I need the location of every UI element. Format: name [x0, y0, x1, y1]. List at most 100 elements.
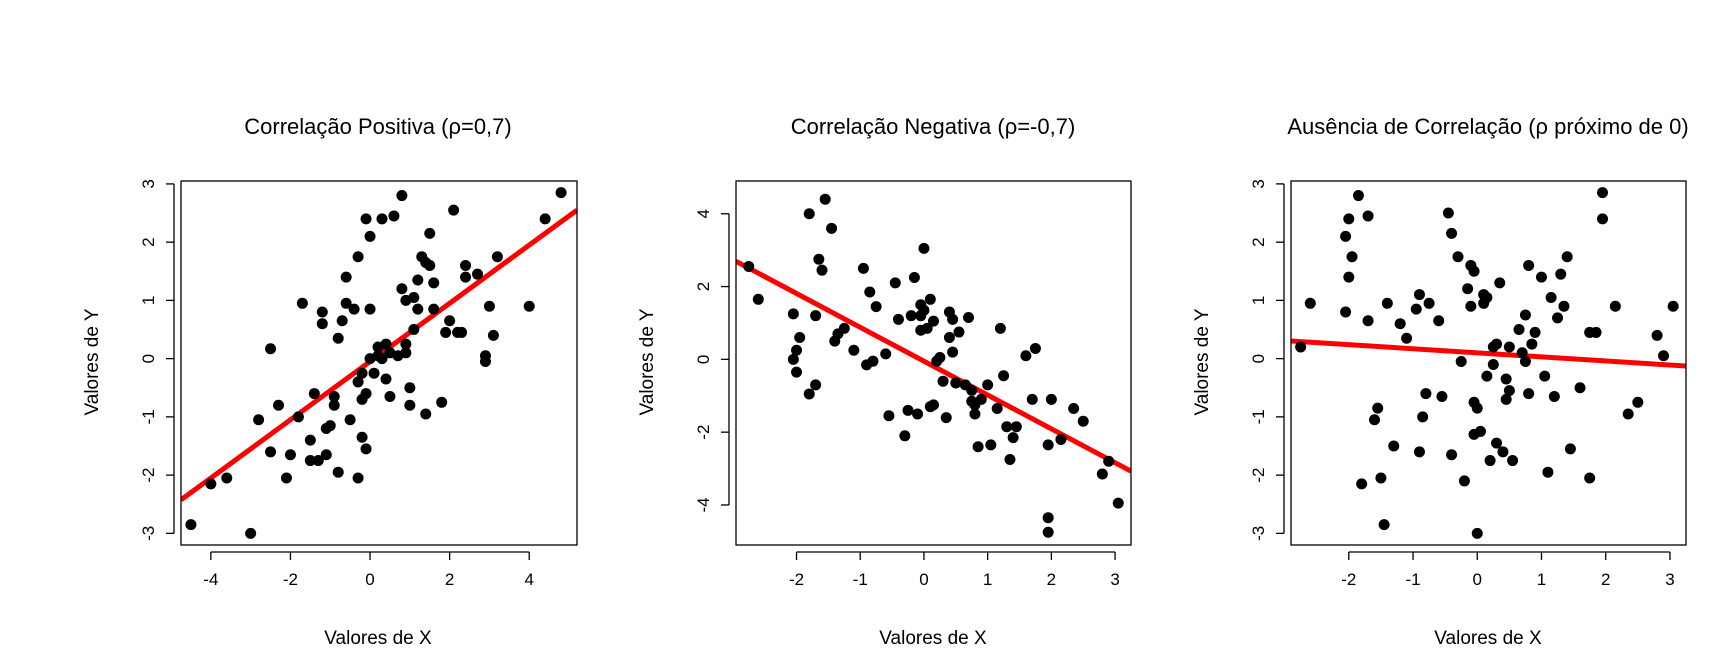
- x-tick-label: 4: [525, 570, 534, 589]
- data-point: [1068, 403, 1080, 414]
- data-point: [340, 297, 352, 309]
- data-point: [1394, 318, 1406, 330]
- data-point: [555, 187, 567, 199]
- data-point: [1356, 478, 1368, 490]
- data-point: [994, 322, 1006, 334]
- data-point: [352, 251, 364, 263]
- y-tick-label: -4: [694, 497, 713, 512]
- data-point: [408, 324, 420, 336]
- data-point: [928, 315, 939, 327]
- data-point: [791, 366, 803, 378]
- data-point: [940, 412, 952, 424]
- y-tick-label: -2: [694, 425, 713, 440]
- data-point: [356, 431, 368, 443]
- data-point: [1481, 370, 1493, 382]
- data-point: [348, 303, 360, 315]
- data-point: [912, 408, 924, 420]
- data-point: [284, 449, 296, 461]
- data-point: [934, 352, 946, 364]
- data-point: [1436, 390, 1448, 402]
- y-tick-label: 2: [139, 237, 158, 246]
- data-point: [388, 210, 400, 222]
- data-point: [1548, 390, 1560, 402]
- data-point: [1535, 271, 1547, 283]
- data-point: [1471, 402, 1483, 414]
- data-point: [1555, 268, 1567, 280]
- points: [743, 193, 1124, 538]
- data-point: [336, 315, 348, 327]
- data-point: [998, 370, 1010, 382]
- data-point: [1523, 259, 1535, 271]
- data-point: [424, 259, 436, 271]
- data-point: [899, 430, 911, 442]
- data-point: [428, 277, 440, 289]
- data-point: [966, 384, 978, 396]
- data-point: [1388, 440, 1400, 452]
- y-tick-label: 4: [694, 209, 713, 218]
- data-point: [1526, 338, 1538, 350]
- data-point: [384, 390, 396, 402]
- data-point: [205, 478, 217, 490]
- data-point: [918, 242, 930, 254]
- data-point: [1375, 472, 1387, 484]
- data-point: [292, 411, 304, 423]
- data-point: [867, 355, 879, 367]
- data-point: [523, 300, 535, 312]
- data-point: [312, 455, 324, 467]
- x-tick-label: -2: [789, 570, 804, 589]
- data-point: [460, 271, 472, 283]
- data-point: [1500, 373, 1512, 385]
- data-point: [838, 322, 850, 334]
- data-point: [1552, 312, 1564, 324]
- data-point: [1295, 341, 1307, 353]
- data-point: [328, 399, 340, 411]
- data-point: [364, 230, 376, 242]
- y-tick-label: -3: [139, 526, 158, 541]
- y-tick-label: -2: [1249, 468, 1268, 483]
- y-axis: -3 -2 -1 0 1 2 3: [1249, 179, 1285, 541]
- data-point: [265, 343, 277, 355]
- data-point: [1513, 324, 1525, 336]
- x-axis: -4 -2 0 2 4: [203, 551, 534, 589]
- data-point: [963, 312, 975, 323]
- data-point: [1574, 382, 1586, 394]
- x-tick-label: -2: [1341, 570, 1356, 589]
- data-point: [368, 367, 380, 379]
- y-tick-label: 1: [139, 296, 158, 305]
- data-point: [404, 382, 416, 394]
- data-point: [1519, 356, 1531, 368]
- data-point: [1007, 432, 1019, 444]
- data-point: [937, 375, 949, 387]
- data-point: [265, 446, 277, 458]
- data-point: [185, 519, 197, 531]
- data-point: [1112, 497, 1124, 509]
- x-axis-label: Valores de X: [879, 628, 987, 649]
- data-point: [1340, 306, 1352, 318]
- data-point: [1503, 341, 1515, 353]
- data-point: [1458, 475, 1470, 487]
- data-point: [1561, 251, 1573, 263]
- y-tick-label: -1: [139, 409, 158, 424]
- y-tick-label: 2: [1249, 237, 1268, 246]
- data-point: [791, 344, 803, 356]
- data-point: [1545, 291, 1557, 303]
- data-point: [950, 377, 962, 389]
- data-point: [324, 420, 336, 432]
- data-point: [803, 388, 815, 400]
- data-point: [1343, 213, 1355, 225]
- data-point: [364, 303, 376, 315]
- data-point: [491, 251, 503, 263]
- data-point: [953, 326, 965, 338]
- data-point: [1343, 271, 1355, 283]
- data-point: [819, 193, 831, 205]
- data-point: [1042, 526, 1054, 538]
- data-point: [1401, 332, 1413, 344]
- data-point: [864, 286, 876, 298]
- x-tick-label: 3: [1665, 570, 1674, 589]
- data-point: [376, 213, 388, 225]
- plot-area: [735, 180, 1132, 546]
- data-point: [1029, 342, 1041, 354]
- data-point: [1462, 283, 1474, 295]
- data-point: [539, 213, 551, 225]
- data-point: [356, 367, 368, 379]
